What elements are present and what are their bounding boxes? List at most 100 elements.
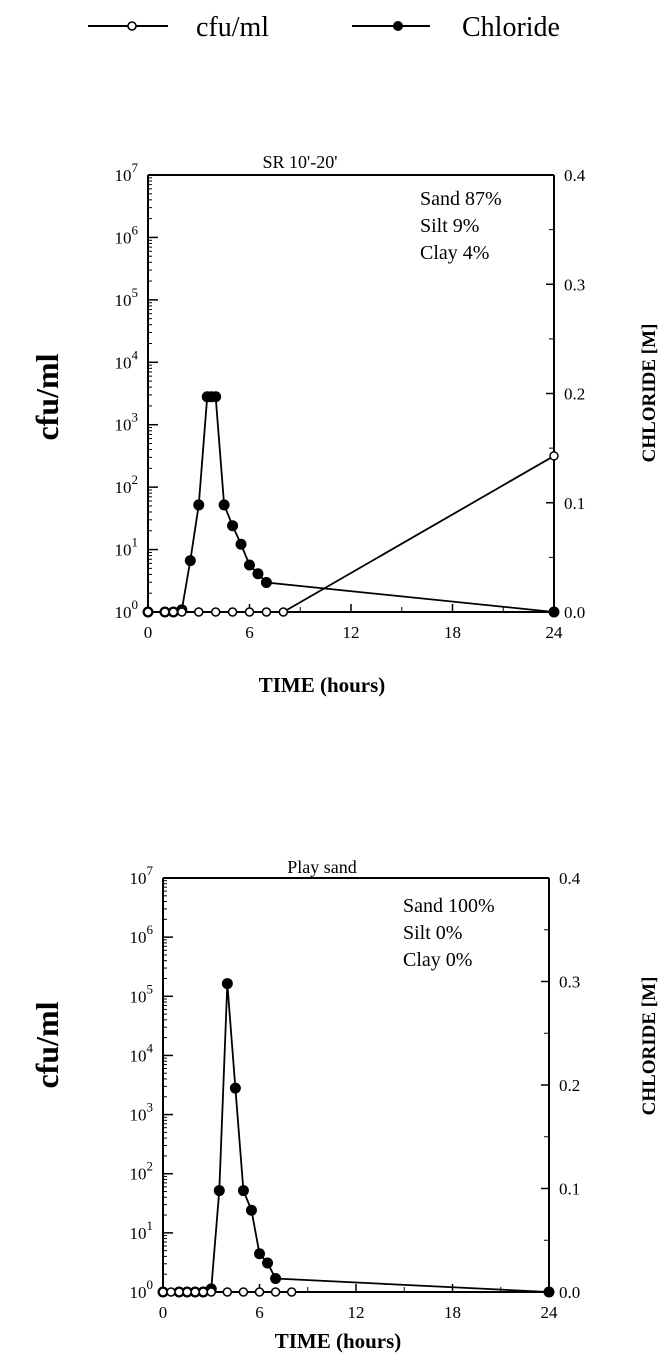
x-tick-label: 0 bbox=[144, 623, 153, 642]
series-line-chloride bbox=[163, 983, 550, 1293]
data-point-cfu-ml bbox=[227, 607, 238, 617]
right-tick-label: 0.1 bbox=[559, 1180, 580, 1199]
left-tick-label: 105 bbox=[130, 981, 154, 1006]
x-tick-label: 24 bbox=[541, 1303, 559, 1322]
right-tick-label: 0.2 bbox=[564, 385, 585, 404]
left-tick-label: 104 bbox=[115, 347, 139, 372]
open-circle-marker-icon bbox=[127, 21, 137, 31]
right-tick-label: 0.3 bbox=[564, 275, 585, 294]
data-point-chloride bbox=[213, 1185, 225, 1197]
data-point-chloride bbox=[218, 499, 230, 511]
chart-sr: SR 10'-20' Sand 87% Silt 9% Clay 4% TIME… bbox=[29, 152, 660, 697]
left-tick-label: 101 bbox=[115, 535, 139, 560]
data-point-cfu-ml bbox=[254, 1287, 265, 1297]
data-point-cfu-ml bbox=[194, 607, 204, 617]
data-point-cfu-ml bbox=[238, 1287, 249, 1297]
x-tick-label: 12 bbox=[343, 623, 360, 642]
left-tick-label: 104 bbox=[130, 1040, 154, 1065]
filled-circle-marker-icon bbox=[393, 21, 403, 31]
data-point-cfu-ml bbox=[143, 607, 153, 617]
data-point-cfu-ml bbox=[261, 607, 272, 617]
left-tick-label: 106 bbox=[130, 922, 154, 947]
data-point-cfu-ml bbox=[166, 1287, 176, 1297]
legend-item-cfu: cfu/ml bbox=[88, 12, 269, 43]
data-point-cfu-ml bbox=[549, 451, 559, 461]
x-tick-label: 18 bbox=[444, 623, 461, 642]
left-tick-label: 102 bbox=[130, 1159, 154, 1184]
x-axis-title: TIME (hours) bbox=[275, 1329, 402, 1353]
left-tick-label: 103 bbox=[115, 410, 139, 435]
left-tick-label: 102 bbox=[115, 472, 139, 497]
left-axis-title: cfu/ml bbox=[29, 1001, 65, 1088]
data-point-cfu-ml bbox=[190, 1287, 200, 1297]
legend-label-cfu: cfu/ml bbox=[196, 12, 269, 43]
legend-label-chloride: Chloride bbox=[462, 12, 560, 43]
data-point-cfu-ml bbox=[222, 1287, 233, 1297]
data-point-cfu-ml bbox=[168, 607, 179, 617]
left-tick-label: 103 bbox=[130, 1100, 154, 1125]
right-tick-label: 0.4 bbox=[564, 166, 586, 185]
right-tick-label: 0.0 bbox=[564, 603, 585, 622]
composition-annotation: Sand 87% Silt 9% Clay 4% bbox=[420, 188, 502, 264]
left-tick-label: 106 bbox=[115, 222, 139, 247]
left-tick-label: 100 bbox=[130, 1277, 154, 1302]
composition-silt: Silt 9% bbox=[420, 215, 479, 237]
data-point-cfu-ml bbox=[174, 1287, 184, 1297]
left-tick-label: 107 bbox=[130, 863, 154, 888]
right-axis-title: CHLORIDE [M] bbox=[639, 977, 660, 1116]
x-tick-label: 6 bbox=[255, 1303, 264, 1322]
data-point-chloride bbox=[548, 606, 560, 618]
data-point-cfu-ml bbox=[177, 607, 187, 617]
legend: cfu/ml Chloride bbox=[88, 12, 560, 43]
data-point-chloride bbox=[237, 1185, 249, 1197]
left-tick-label: 105 bbox=[115, 285, 139, 310]
right-tick-label: 0.1 bbox=[564, 494, 585, 513]
data-point-chloride bbox=[244, 559, 255, 571]
data-point-cfu-ml bbox=[244, 607, 255, 617]
data-point-cfu-ml bbox=[182, 1287, 192, 1297]
data-point-chloride bbox=[245, 1204, 257, 1216]
composition-sand: Sand 87% bbox=[420, 188, 502, 210]
chart-play-sand: Play sand Sand 100% Silt 0% Clay 0% TIME… bbox=[29, 857, 660, 1353]
data-point-chloride bbox=[193, 499, 205, 511]
data-point-chloride bbox=[262, 1257, 274, 1269]
left-axis-title: cfu/ml bbox=[29, 353, 65, 440]
right-tick-label: 0.2 bbox=[559, 1076, 580, 1095]
data-point-chloride bbox=[227, 520, 239, 532]
data-point-chloride bbox=[235, 538, 247, 550]
left-tick-label: 101 bbox=[130, 1218, 154, 1243]
data-point-cfu-ml bbox=[206, 1287, 216, 1297]
x-tick-label: 6 bbox=[245, 623, 254, 642]
right-axis-title: CHLORIDE [M] bbox=[639, 324, 660, 463]
data-point-chloride bbox=[260, 577, 272, 589]
data-point-cfu-ml bbox=[270, 1287, 281, 1297]
data-point-chloride bbox=[184, 555, 196, 567]
data-point-cfu-ml bbox=[160, 607, 170, 617]
data-point-chloride bbox=[543, 1286, 555, 1298]
chart-title: SR 10'-20' bbox=[263, 152, 338, 172]
composition-annotation: Sand 100% Silt 0% Clay 0% bbox=[403, 895, 495, 971]
data-point-chloride bbox=[221, 978, 233, 990]
x-tick-label: 0 bbox=[159, 1303, 168, 1322]
series-line-chloride bbox=[148, 395, 555, 613]
data-point-chloride bbox=[254, 1248, 265, 1260]
right-tick-label: 0.0 bbox=[559, 1283, 580, 1302]
x-tick-label: 24 bbox=[546, 623, 564, 642]
series-line-cfu-ml bbox=[148, 455, 555, 613]
composition-clay: Clay 0% bbox=[403, 949, 472, 971]
legend-item-chloride: Chloride bbox=[352, 12, 560, 43]
chart-title: Play sand bbox=[287, 857, 357, 877]
composition-sand: Sand 100% bbox=[403, 895, 495, 917]
x-tick-label: 12 bbox=[348, 1303, 365, 1322]
data-point-cfu-ml bbox=[198, 1287, 208, 1297]
composition-clay: Clay 4% bbox=[420, 242, 489, 264]
x-axis-title: TIME (hours) bbox=[259, 673, 386, 697]
right-tick-label: 0.3 bbox=[559, 973, 580, 992]
data-point-chloride bbox=[210, 391, 222, 403]
data-point-chloride bbox=[270, 1273, 282, 1285]
x-tick-label: 18 bbox=[444, 1303, 461, 1322]
data-point-chloride bbox=[252, 568, 264, 580]
data-point-cfu-ml bbox=[158, 1287, 168, 1297]
data-point-cfu-ml bbox=[210, 607, 221, 617]
